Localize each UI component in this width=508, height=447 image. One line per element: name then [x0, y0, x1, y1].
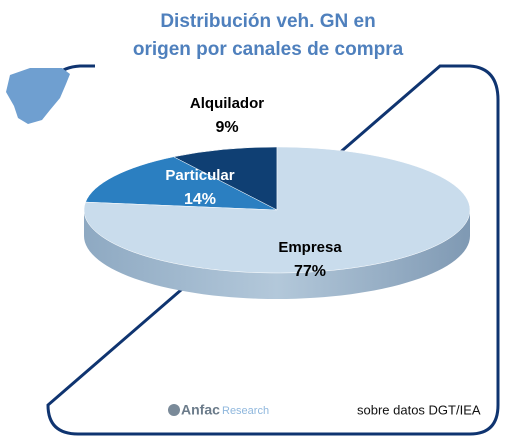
slice-label: Particular: [165, 167, 234, 184]
chart-title: origen por canales de compra: [133, 39, 404, 60]
slice-label: Empresa: [278, 239, 342, 256]
logo-sub: Research: [222, 405, 269, 417]
value-label: 77%: [294, 263, 326, 280]
pie-side: [84, 210, 470, 299]
chart-title: Distribución veh. GN en: [160, 11, 375, 32]
pie-slice: [172, 146, 278, 211]
pie-slice: [83, 146, 471, 274]
logo-name: Anfac: [181, 402, 220, 418]
value-label: 14%: [184, 191, 216, 208]
pie-slice: [85, 156, 278, 211]
map-icon: [6, 68, 70, 124]
slice-label: Alquilador: [190, 95, 264, 112]
source: sobre datos DGT/IEA: [357, 402, 481, 417]
logo-icon: [168, 404, 180, 416]
value-label: 9%: [215, 119, 238, 136]
